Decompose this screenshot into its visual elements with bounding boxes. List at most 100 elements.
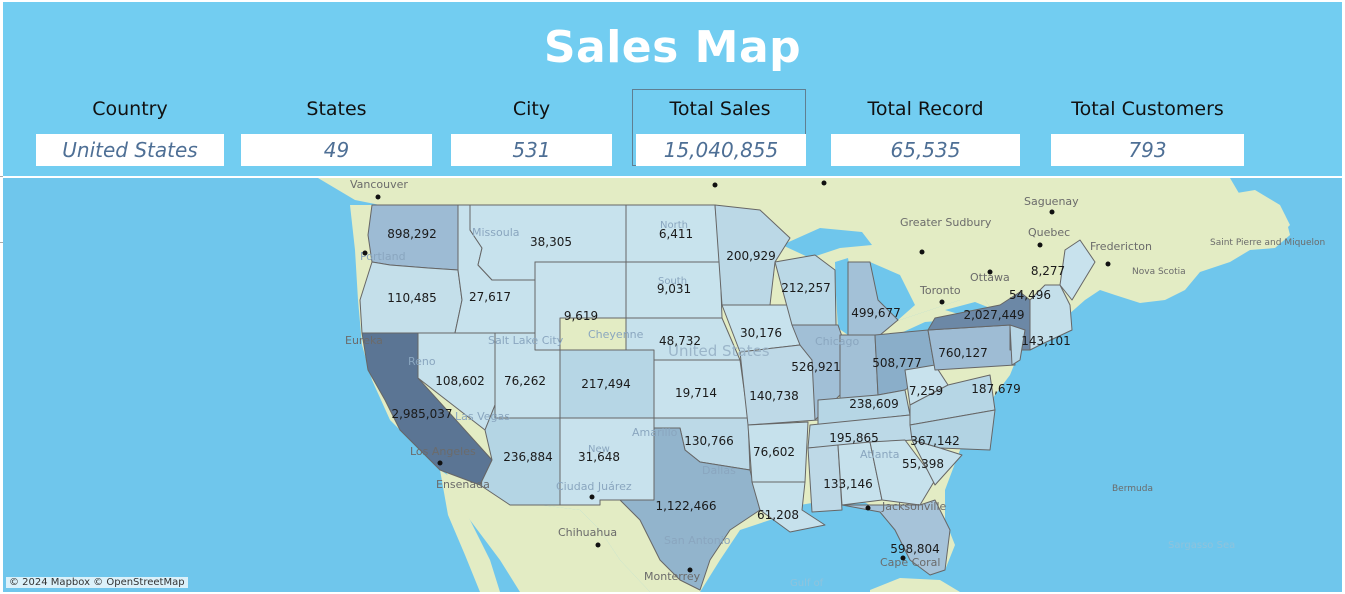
state-kentucky[interactable]: [817, 389, 911, 426]
edge-tick: [0, 176, 3, 177]
city-dot: [900, 555, 906, 561]
state-value: 1,122,466: [655, 499, 716, 513]
city-dot: [375, 194, 381, 200]
land-mexico: [440, 460, 650, 592]
state-wisconsin[interactable]: [774, 254, 837, 326]
state-texas[interactable]: [599, 427, 761, 591]
place-label: Ensenada: [436, 478, 490, 491]
map-attribution[interactable]: © 2024 Mapbox © OpenStreetMap: [6, 577, 188, 588]
place-label: Bermuda: [1112, 484, 1153, 494]
place-label: Las Vegas: [455, 410, 510, 423]
lake-ontario: [945, 302, 990, 316]
place-label: Amarillo: [632, 426, 678, 439]
state-value: 38,305: [530, 235, 572, 249]
city-dot: [865, 505, 871, 511]
state-value: 598,804: [890, 542, 940, 556]
place-label: Cape Coral: [880, 556, 940, 569]
place-label: Nova Scotia: [1132, 267, 1186, 277]
state-value: 140,738: [749, 389, 799, 403]
place-label: Toronto: [919, 284, 961, 297]
kpi-label-total-customers: Total Customers: [1071, 98, 1224, 120]
state-value: 187,679: [971, 382, 1021, 396]
city-dot: [437, 460, 443, 466]
state-value: 133,146: [823, 477, 873, 491]
place-label: Jacksonville: [881, 500, 947, 513]
city-dot: [987, 269, 993, 275]
kpi-total-record-value[interactable]: 65,535: [831, 134, 1020, 166]
land-cuba: [870, 578, 960, 592]
place-label: Greater Sudbury: [900, 216, 992, 229]
place-label: Los Angeles: [410, 445, 476, 458]
place-label: North: [660, 220, 688, 231]
state-new-england[interactable]: [1029, 284, 1073, 351]
state-value: 508,777: [872, 356, 922, 370]
place-label: Salt Lake City: [488, 334, 564, 347]
state-new-jersey[interactable]: [1009, 324, 1026, 366]
place-label: Chihuahua: [558, 526, 617, 539]
state-value: 212,257: [781, 281, 831, 295]
state-value: 76,262: [504, 374, 546, 388]
state-mississippi[interactable]: [807, 444, 843, 513]
city-dot: [712, 182, 718, 188]
city-dot: [595, 542, 601, 548]
city-dot: [919, 249, 925, 255]
state-value: 54,496: [1009, 288, 1051, 302]
place-label: Dallas: [702, 464, 736, 477]
state-florida[interactable]: [841, 499, 951, 576]
state-value: 195,865: [829, 431, 879, 445]
place-label: Ciudad Juárez: [556, 480, 632, 493]
state-value: 19,714: [675, 386, 717, 400]
state-value: 108,602: [435, 374, 485, 388]
state-value: 27,617: [469, 290, 511, 304]
state-value: 499,677: [851, 306, 901, 320]
state-value: 236,884: [503, 450, 553, 464]
city-dot: [1105, 261, 1111, 267]
state-value: 110,485: [387, 291, 437, 305]
kpi-label-city: City: [512, 98, 551, 120]
state-value: 367,142: [910, 434, 960, 448]
place-label: Chicago: [815, 335, 859, 348]
state-value: 76,602: [753, 445, 795, 459]
place-label: Portland: [360, 250, 406, 263]
place-label: Fredericton: [1090, 240, 1152, 253]
kpi-total-customers-value[interactable]: 793: [1051, 134, 1244, 166]
lake-superior: [782, 228, 872, 258]
sales-map[interactable]: Vancouver Portland Missoula Eureka Reno …: [3, 178, 1342, 592]
city-dot: [362, 250, 368, 256]
state-value: 8,277: [1031, 264, 1065, 278]
state-value: 7,259: [909, 384, 943, 398]
kpi-states-value[interactable]: 49: [241, 134, 432, 166]
kpi-city-value[interactable]: 531: [451, 134, 612, 166]
state-maine[interactable]: [1059, 239, 1096, 301]
place-label: San Antonio: [664, 534, 731, 547]
place-label: Monterrey: [644, 570, 701, 583]
city-dot: [1049, 209, 1055, 215]
state-value: 48,732: [659, 334, 701, 348]
state-georgia[interactable]: [869, 439, 936, 506]
city-dot: [589, 494, 595, 500]
place-label: Sargasso Sea: [1168, 540, 1235, 551]
city-dot: [1037, 242, 1043, 248]
state-virginia[interactable]: [909, 374, 996, 426]
state-value: 61,208: [757, 508, 799, 522]
state-louisiana[interactable]: [751, 481, 826, 533]
edge-tick: [0, 242, 3, 243]
place-label: Eureka: [345, 334, 383, 347]
city-dot: [687, 567, 693, 573]
lake-huron: [870, 262, 915, 320]
state-south-carolina[interactable]: [911, 439, 963, 486]
place-label: South: [658, 276, 687, 287]
state-value: 238,609: [849, 397, 899, 411]
state-value: 2,985,037: [391, 407, 452, 421]
state-value: 200,929: [726, 249, 776, 263]
state-value: 898,292: [387, 227, 437, 241]
state-north-carolina[interactable]: [909, 409, 996, 451]
place-label: Quebec: [1028, 226, 1070, 239]
land-baja: [440, 470, 500, 592]
place-label: New: [588, 444, 610, 455]
city-dot: [939, 299, 945, 305]
kpi-country-value[interactable]: United States: [36, 134, 224, 166]
state-value: 9,031: [657, 282, 691, 296]
kpi-total-sales-value[interactable]: 15,040,855: [636, 134, 806, 166]
place-label: Reno: [408, 355, 436, 368]
